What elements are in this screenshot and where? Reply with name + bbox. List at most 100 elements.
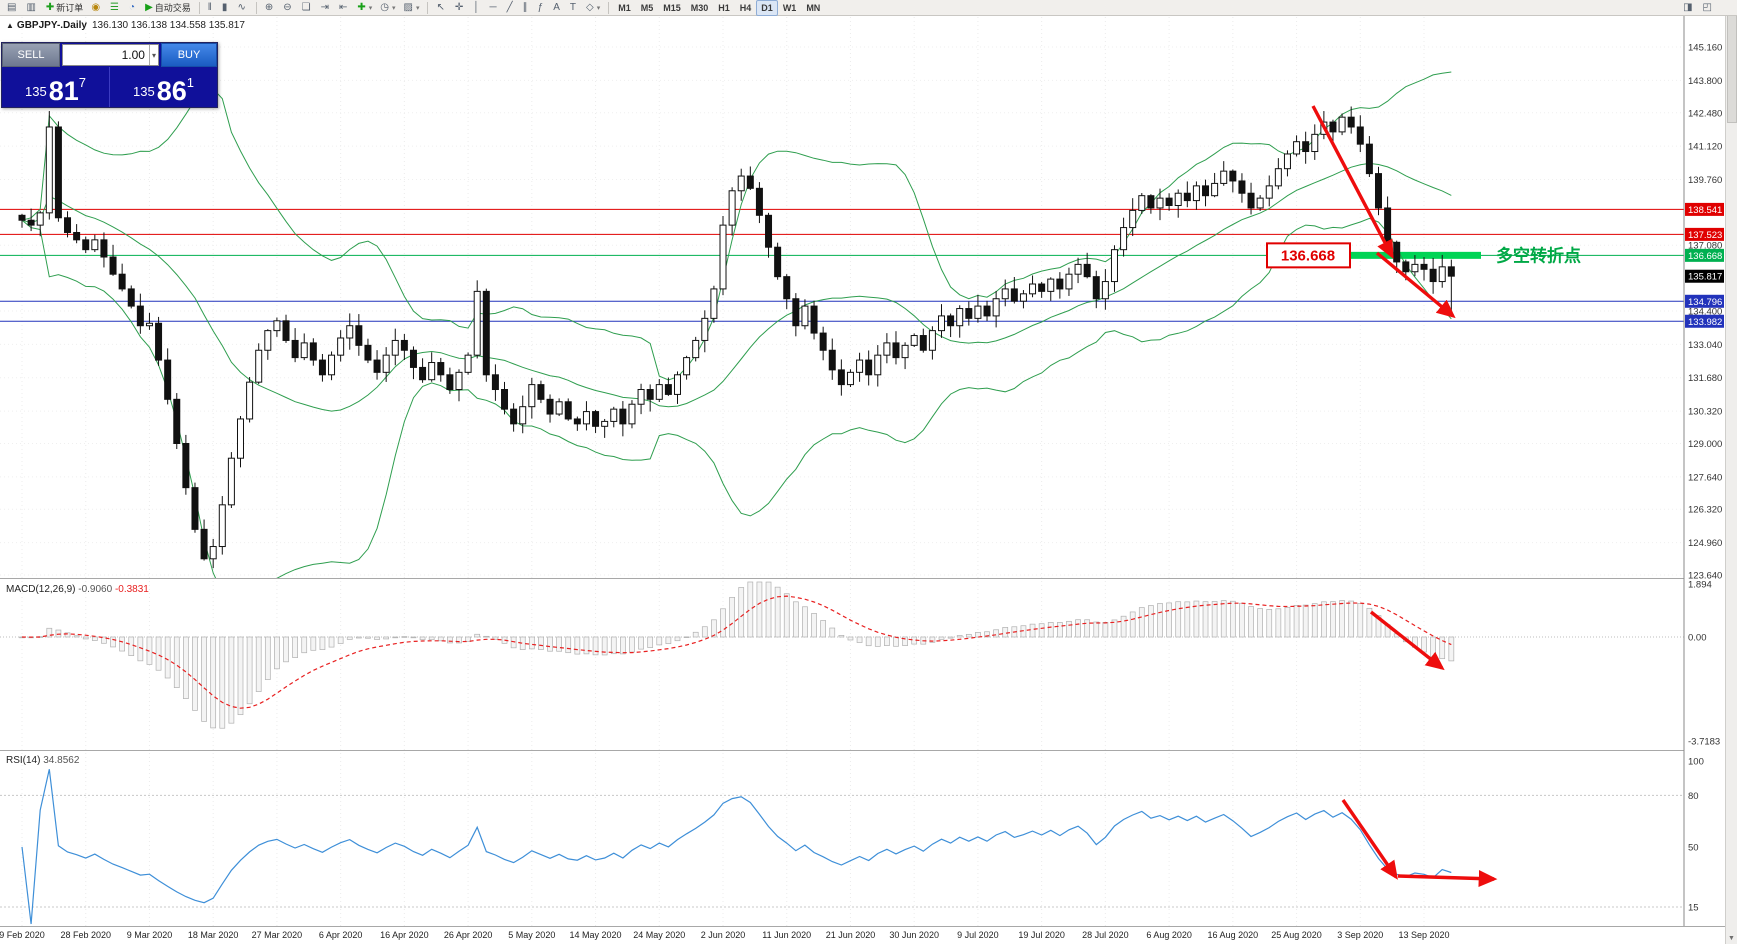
svg-text:11 Jun 2020: 11 Jun 2020 xyxy=(762,930,811,940)
trendline-icon-glyph: ╱ xyxy=(506,1,513,13)
market-watch-icon[interactable]: ◉ xyxy=(87,0,106,16)
svg-text:30 Jun 2020: 30 Jun 2020 xyxy=(889,930,939,940)
toolbars-icon[interactable]: ◨ xyxy=(1679,0,1698,16)
timeframe-d1[interactable]: D1 xyxy=(756,0,778,16)
candlestick-chart-icon[interactable]: ▮ xyxy=(218,0,234,16)
trend-arrow[interactable] xyxy=(1397,870,1498,888)
svg-text:5 May 2020: 5 May 2020 xyxy=(508,930,555,940)
price-badge-138.541 xyxy=(1685,202,1724,216)
zoom-out-icon[interactable]: ⊖ xyxy=(279,0,297,16)
candlestick-chart-icon-glyph: ▮ xyxy=(221,1,228,13)
templates-icon[interactable]: ▨ ▾ xyxy=(400,0,424,16)
text-label-icon[interactable]: A xyxy=(549,0,566,16)
price-annotation-text: 136.668 xyxy=(1281,247,1335,264)
timeframe-m15-label: M15 xyxy=(663,2,681,13)
bollinger-lower-band xyxy=(21,217,1452,578)
svg-text:126.320: 126.320 xyxy=(1688,505,1722,516)
buy-price-prefix: 135 xyxy=(133,84,155,99)
grid-layer xyxy=(0,17,1684,926)
date-axis[interactable]: 9 Feb 2020 28 Feb 2020 9 Mar 2020 18 Mar 20… xyxy=(0,930,1450,940)
price-badge-137.523 xyxy=(1685,227,1724,241)
trend-arrow[interactable] xyxy=(1375,251,1456,319)
timeframe-w1[interactable]: W1 xyxy=(778,0,802,16)
trend-arrow[interactable] xyxy=(1369,610,1445,671)
svg-text:137.080: 137.080 xyxy=(1688,241,1722,252)
timeframe-m1[interactable]: M1 xyxy=(613,0,636,16)
price-annotation-box[interactable] xyxy=(1266,242,1351,269)
svg-text:24 May 2020: 24 May 2020 xyxy=(633,930,685,940)
trendline-icon[interactable]: ╱ xyxy=(503,0,519,16)
timeframe-m15[interactable]: M15 xyxy=(658,0,686,16)
caret-down-icon: ▾ xyxy=(596,4,601,12)
chart-shift-icon[interactable]: ⇤ xyxy=(335,0,353,16)
svg-text:27 Mar 2020: 27 Mar 2020 xyxy=(252,930,303,940)
new-order-button[interactable]: ✚ 新订单 xyxy=(42,0,87,16)
chart-shift-icon-glyph: ⇤ xyxy=(338,1,348,13)
volume-spinner-icon[interactable]: ▾ xyxy=(148,45,158,65)
auto-trading-button[interactable]: ▶ 自动交易 xyxy=(141,0,195,16)
buy-button[interactable]: BUY xyxy=(161,43,217,67)
svg-text:9 Feb 2020: 9 Feb 2020 xyxy=(0,930,45,940)
svg-text:0.00: 0.00 xyxy=(1688,633,1707,644)
scrollbar-down-icon[interactable]: ▼ xyxy=(1728,935,1735,942)
svg-text:124.960: 124.960 xyxy=(1688,538,1722,549)
caret-down-icon: ▾ xyxy=(368,4,373,12)
timeframe-h4-label: H4 xyxy=(739,2,752,13)
fibonacci-icon[interactable]: ƒ xyxy=(534,0,550,16)
svg-text:2 Jun 2020: 2 Jun 2020 xyxy=(701,930,746,940)
fibonacci-icon-glyph: ƒ xyxy=(537,1,544,13)
zoom-in-icon[interactable]: ⊕ xyxy=(261,0,279,16)
timeframe-mn-label: MN xyxy=(806,2,821,13)
trend-arrow[interactable] xyxy=(1311,105,1394,260)
arrows-shapes-icon[interactable]: ◇ ▾ xyxy=(582,0,604,16)
horizontal-line-icon[interactable]: ─ xyxy=(486,0,503,16)
volume-input[interactable]: 1.00 ▾ xyxy=(62,44,159,66)
price-badge-136.668 xyxy=(1685,248,1724,262)
zoom-in-icon-glyph: ⊕ xyxy=(264,1,274,13)
text-icon[interactable]: T xyxy=(566,0,582,16)
crosshair-icon-glyph: ✛ xyxy=(454,1,464,13)
auto-scroll-icon[interactable]: ⇥ xyxy=(317,0,335,16)
svg-text:9 Mar 2020: 9 Mar 2020 xyxy=(127,930,173,940)
terminal-icon-glyph: ◔ xyxy=(129,1,136,13)
toolbar-right-group: ◨ ◰ xyxy=(1679,0,1734,16)
periods-icon[interactable]: ◷ ▾ xyxy=(376,0,399,16)
svg-text:129.000: 129.000 xyxy=(1688,439,1722,450)
terminal-icon[interactable]: ◔ xyxy=(125,0,141,16)
timeframe-m5[interactable]: M5 xyxy=(636,0,659,16)
symbol-collapse-icon[interactable]: ▲ xyxy=(6,21,14,30)
timeframe-m30[interactable]: M30 xyxy=(686,0,714,16)
cursor-icon[interactable]: ↖ xyxy=(432,0,450,16)
sell-price[interactable]: 135 81 7 xyxy=(2,67,109,107)
buy-price[interactable]: 135 86 1 xyxy=(109,67,217,107)
chart-window-icon[interactable]: ▤ xyxy=(3,0,22,16)
new-order-button-glyph: ✚ xyxy=(45,1,55,13)
crosshair-icon[interactable]: ✛ xyxy=(451,0,469,16)
text-icon-glyph: T xyxy=(569,1,576,13)
auto-scroll-icon-glyph: ⇥ xyxy=(320,1,329,13)
trend-arrow[interactable] xyxy=(1341,799,1398,880)
svg-text:28 Jul 2020: 28 Jul 2020 xyxy=(1082,930,1129,940)
sell-button[interactable]: SELL xyxy=(2,43,60,67)
sell-price-prefix: 135 xyxy=(25,84,47,99)
docking-icon[interactable]: ◰ xyxy=(1699,0,1718,16)
timeframe-h1[interactable]: H1 xyxy=(713,0,735,16)
scrollbar-thumb[interactable] xyxy=(1726,11,1737,123)
turning-point-highlight-bar[interactable] xyxy=(1350,251,1481,259)
navigator-icon[interactable]: ☰ xyxy=(106,0,125,16)
vertical-line-icon[interactable]: │ xyxy=(469,0,485,16)
chart-window-icon-glyph: ▤ xyxy=(7,1,17,13)
indicators-icon[interactable]: ✚ ▾ xyxy=(353,0,376,16)
svg-text:50: 50 xyxy=(1688,842,1699,853)
svg-text:16 Aug 2020: 16 Aug 2020 xyxy=(1208,930,1259,940)
bar-chart-icon[interactable]: ‖ xyxy=(204,0,218,16)
line-chart-icon[interactable]: ∿ xyxy=(233,0,251,16)
timeframe-mn[interactable]: MN xyxy=(801,0,825,16)
profiles-icon[interactable]: ▥ xyxy=(22,0,41,16)
tile-windows-icon[interactable]: ❏ xyxy=(298,0,317,16)
svg-text:19 Jul 2020: 19 Jul 2020 xyxy=(1018,930,1065,940)
timeframe-h4[interactable]: H4 xyxy=(735,0,757,16)
vertical-scrollbar[interactable]: ▲ ▼ xyxy=(1725,0,1737,944)
channel-icon[interactable]: ∥ xyxy=(519,0,534,16)
